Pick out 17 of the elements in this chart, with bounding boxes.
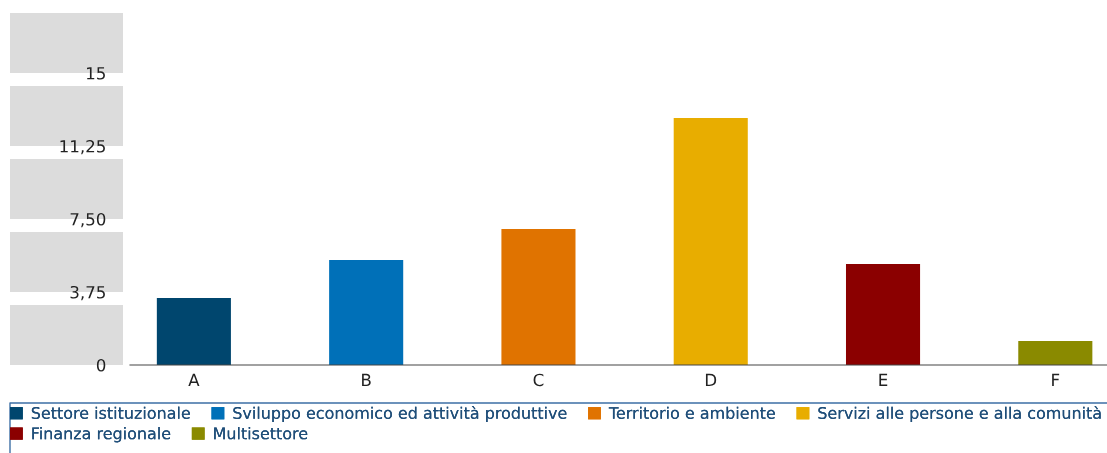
y-tick-label: 11,25	[60, 139, 105, 155]
x-tick-label: F	[1052, 373, 1060, 386]
legend-label: Territorio e ambiente	[608, 406, 775, 419]
legend-label: Multisettore	[214, 427, 308, 440]
legend-label: Servizi alle persone e alla comunità	[818, 406, 1101, 423]
x-tick-label: D	[705, 373, 717, 386]
legend-label: Settore istituzionale	[31, 406, 190, 419]
x-tick-label: E	[879, 373, 888, 386]
legend-label: Sviluppo economico ed attività produttive	[233, 406, 567, 423]
y-tick-label: 7,50	[70, 212, 106, 228]
y-tick-label: 15	[87, 67, 105, 80]
y-tick-label: 3,75	[70, 285, 105, 301]
x-tick-label: C	[533, 373, 544, 387]
legend-label: Finanza regionale	[32, 427, 171, 443]
x-tick-label: B	[362, 373, 371, 386]
y-tick-label: 0	[96, 358, 106, 372]
x-tick-label: A	[188, 373, 200, 386]
